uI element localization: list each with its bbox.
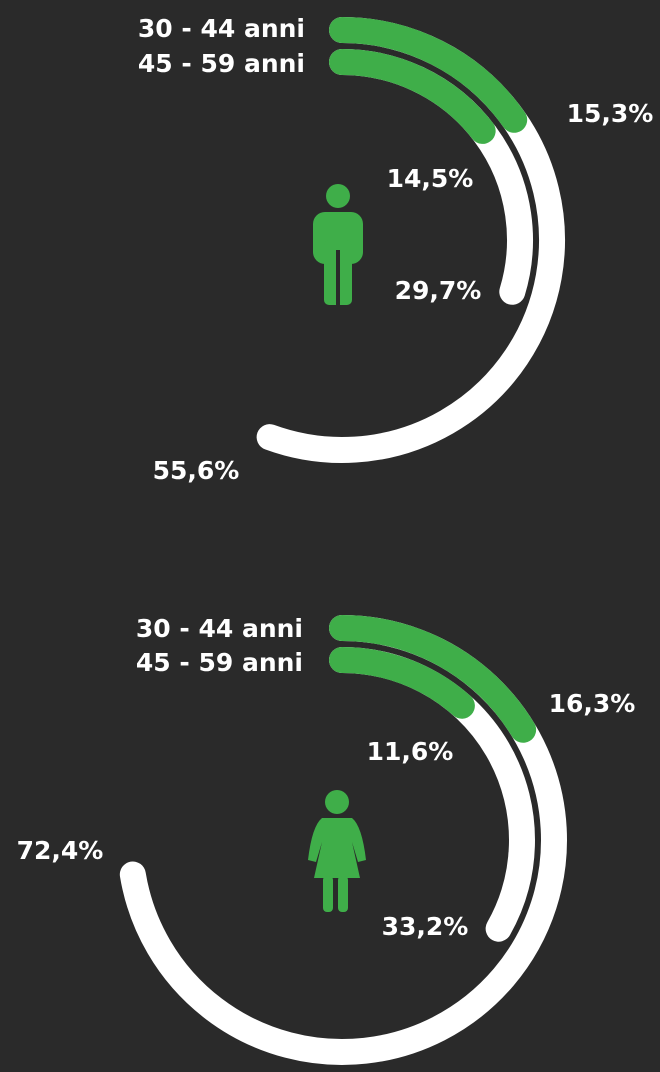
man-icon bbox=[313, 184, 363, 306]
arc bbox=[329, 17, 528, 133]
value-label: 14,5% bbox=[387, 164, 474, 193]
value-label: 72,4% bbox=[17, 836, 104, 865]
value-label: 16,3% bbox=[549, 689, 636, 718]
ring-label: 45 - 59 anni bbox=[136, 648, 303, 677]
ring-label: 30 - 44 anni bbox=[138, 14, 305, 43]
value-label: 55,6% bbox=[153, 456, 240, 485]
arc bbox=[329, 647, 475, 719]
ring-label: 45 - 59 anni bbox=[138, 49, 305, 78]
arc bbox=[329, 615, 537, 743]
ring-label: 30 - 44 anni bbox=[136, 614, 303, 643]
value-label: 29,7% bbox=[395, 276, 482, 305]
value-label: 33,2% bbox=[382, 912, 469, 941]
value-label: 11,6% bbox=[367, 737, 454, 766]
arc bbox=[329, 49, 496, 144]
woman-icon bbox=[308, 790, 366, 912]
value-label: 15,3% bbox=[567, 99, 654, 128]
